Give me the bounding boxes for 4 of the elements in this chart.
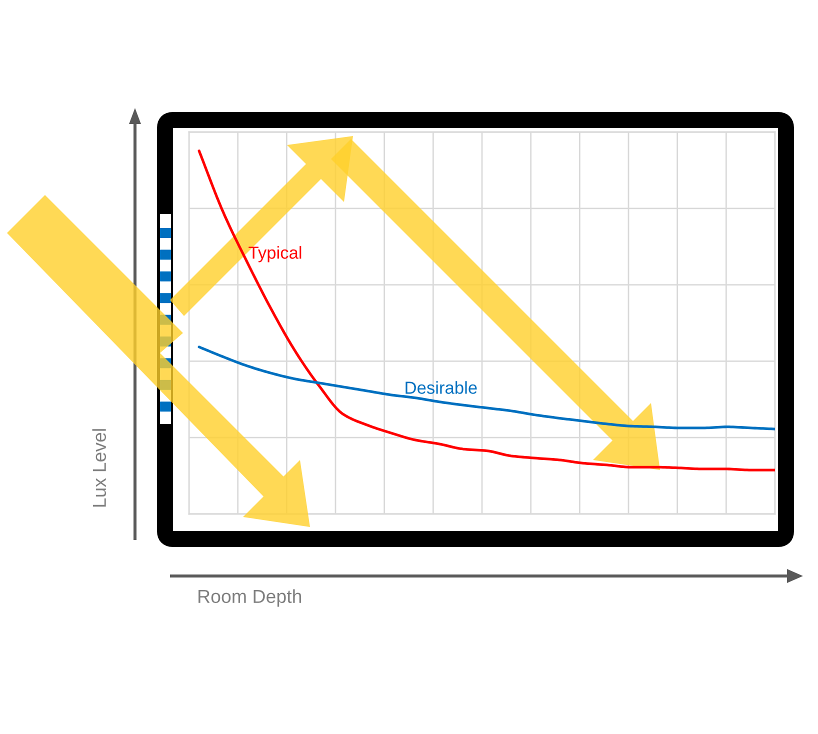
x-axis-title: Room Depth — [198, 589, 302, 607]
series-label: Desirable — [406, 381, 477, 394]
y-axis-title: Lux Level — [92, 429, 106, 507]
series-label: Typical — [248, 246, 302, 262]
